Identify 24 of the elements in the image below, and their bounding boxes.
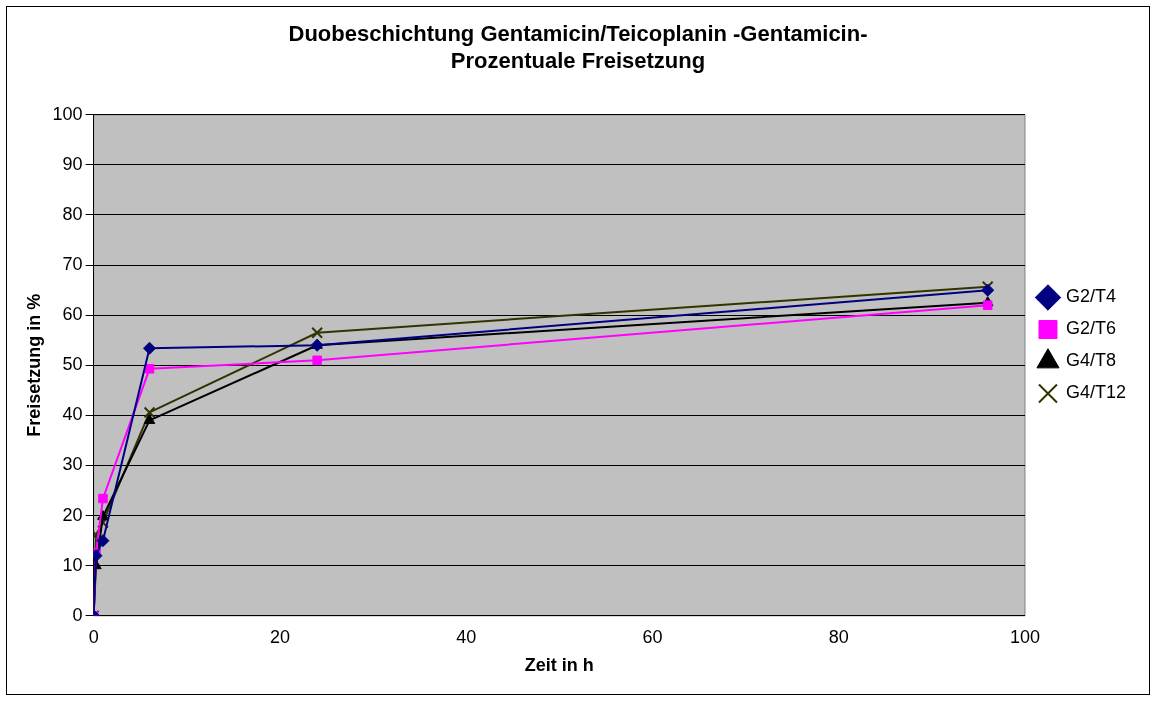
legend-label: G2/T6 [1065,318,1116,339]
x-tick-label: 60 [642,626,663,647]
y-tick-label: 50 [62,354,83,375]
y-tick-label: 80 [62,203,83,224]
legend-label: G4/T12 [1065,382,1126,403]
legend-label: G2/T4 [1065,286,1116,307]
x-tick-label: 40 [456,626,477,647]
x-tick-label: 20 [269,626,290,647]
chart-title: Duobeschichtung Gentamicin/Teicoplanin -Gentamicin- Prozentuale Freisetzung [288,21,868,73]
y-tick-label: 30 [62,454,83,475]
y-tick-label: 100 [52,103,83,124]
y-tick-label: 10 [62,554,83,575]
y-tick-label: 20 [62,504,83,525]
y-tick-label: 40 [62,404,83,425]
y-tick-label: 60 [62,304,83,325]
y-tick-label: 70 [62,254,83,275]
x-tick-label: 0 [88,626,99,647]
y-tick-label: 90 [62,153,83,174]
x-tick-label: 100 [1009,626,1040,647]
legend-label: G4/T8 [1065,350,1116,371]
y-tick-label: 0 [72,604,83,625]
x-tick-label: 80 [828,626,849,647]
y-axis-title: Freisetzung in % [23,293,44,437]
x-axis-title: Zeit in h [524,655,594,676]
